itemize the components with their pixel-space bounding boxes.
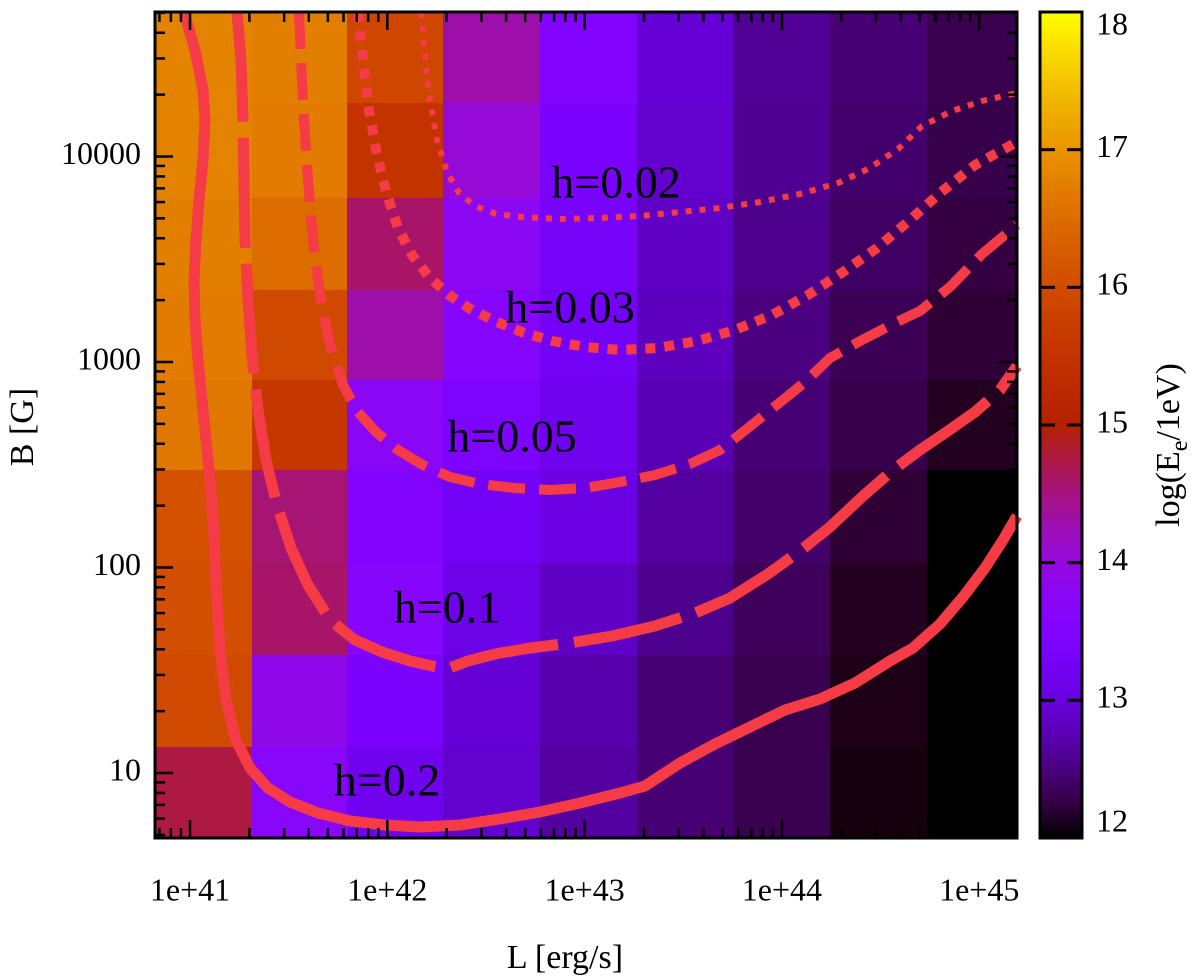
- heatmap-cell: [252, 655, 347, 747]
- heatmap-cell: [443, 290, 540, 380]
- heatmap-cell: [540, 380, 637, 470]
- heatmap-cell: [927, 103, 1017, 198]
- heatmap-cell: [637, 12, 733, 103]
- heatmap-cell: [637, 198, 733, 290]
- colorbar-title: log(Ee/1eV): [1150, 363, 1194, 527]
- colorbar-ticks: [1040, 148, 1082, 702]
- heatmap-cells: [155, 12, 1017, 838]
- heatmap-cell: [927, 380, 1017, 470]
- heatmap-cell: [637, 655, 733, 747]
- x-tick-label: 1e+44: [742, 871, 822, 907]
- heatmap-cell: [540, 103, 637, 198]
- heatmap-cell: [540, 655, 637, 747]
- y-axis-title: B [G]: [4, 387, 41, 467]
- heatmap-cell: [252, 198, 347, 290]
- heatmap-cell: [155, 747, 252, 838]
- contour-label-h-0.1: h=0.1: [394, 582, 500, 633]
- x-tick-label: 1e+45: [939, 871, 1019, 907]
- heatmap-cell: [637, 103, 733, 198]
- heatmap-cell: [927, 747, 1017, 838]
- heatmap-cell: [927, 12, 1017, 103]
- contour-label-h-0.03: h=0.03: [505, 282, 634, 333]
- heatmap-cell: [443, 563, 540, 655]
- y-tick-label: 100: [93, 546, 141, 582]
- contour-lines: [178, 10, 1022, 833]
- heatmap-cell: [540, 290, 637, 380]
- heatmap-cell: [637, 563, 733, 655]
- contour-line-h-0.05: [294, 11, 1021, 496]
- heatmap-cell: [540, 12, 637, 103]
- colorbar-tick-label: 14: [1096, 541, 1128, 577]
- heatmap-cell: [830, 563, 927, 655]
- heatmap-cell: [347, 198, 443, 290]
- heatmap-cell: [733, 290, 830, 380]
- colorbar-tick-label: 15: [1096, 403, 1128, 439]
- colorbar-tick-label: 16: [1096, 266, 1128, 302]
- contour-label-h-0.05: h=0.05: [447, 411, 576, 462]
- heatmap-cell: [540, 198, 637, 290]
- colorbar-title-sub: e: [1167, 440, 1193, 452]
- heatmap-cell: [733, 198, 830, 290]
- contour-label-h-0.02: h=0.02: [551, 157, 680, 208]
- contour-line-h-0.1: [231, 11, 1022, 675]
- contour-line-h-0.03: [353, 11, 1020, 356]
- heatmap-cell: [637, 290, 733, 380]
- colorbar-tick-label: 17: [1096, 128, 1128, 164]
- heatmap-cell: [347, 380, 443, 470]
- heatmap-cell: [637, 380, 733, 470]
- x-axis-title: L [erg/s]: [506, 939, 624, 976]
- y-tick-label: 10: [109, 751, 141, 787]
- heatmap-cell: [443, 380, 540, 470]
- heatmap-cell: [830, 103, 927, 198]
- x-tick-label: 1e+41: [150, 871, 230, 907]
- heatmap-cell: [347, 290, 443, 380]
- heatmap-cell: [927, 655, 1017, 747]
- x-tick-label: 1e+43: [544, 871, 624, 907]
- contour-line-h-0.2: [178, 10, 1022, 833]
- heatmap-cell: [155, 563, 252, 655]
- heatmap-cell: [443, 103, 540, 198]
- heatmap-cell: [347, 103, 443, 198]
- colorbar-tick-label: 12: [1096, 802, 1128, 838]
- y-tick-label: 1000: [77, 340, 141, 376]
- heatmap-cell: [927, 198, 1017, 290]
- heatmap-cell: [637, 470, 733, 563]
- heatmap-cell: [830, 747, 927, 838]
- heatmap-cell: [155, 470, 252, 563]
- colorbar-title-post: /1eV): [1150, 363, 1187, 441]
- heatmap-cell: [733, 470, 830, 563]
- heatmap-cell: [443, 655, 540, 747]
- colorbar-title-pre: log(E: [1150, 451, 1187, 527]
- contour-label-h-0.2: h=0.2: [334, 755, 440, 806]
- x-tick-label: 1e+42: [347, 871, 427, 907]
- colorbar-tick-label: 13: [1096, 679, 1128, 715]
- y-tick-label: 10000: [61, 135, 141, 171]
- heatmap-cell: [347, 470, 443, 563]
- heatmap-cell: [733, 103, 830, 198]
- heatmap-cell: [443, 12, 540, 103]
- axis-ticks: [155, 11, 1017, 838]
- heatmap-cell: [733, 563, 830, 655]
- colorbar-tick-label: 18: [1096, 5, 1128, 41]
- heatmap-cell: [927, 290, 1017, 380]
- heatmap-cell: [830, 12, 927, 103]
